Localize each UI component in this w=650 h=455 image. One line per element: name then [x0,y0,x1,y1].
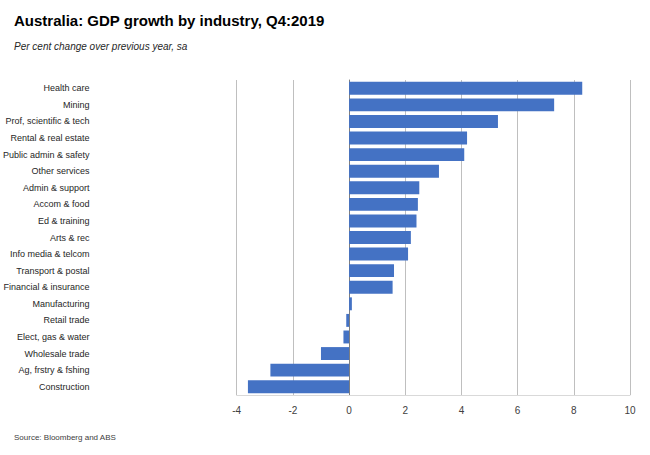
svg-text:4: 4 [459,405,465,416]
svg-text:0: 0 [346,405,352,416]
svg-text:Other services: Other services [32,166,91,176]
svg-text:Australia: GDP growth by indus: Australia: GDP growth by industry, Q4:20… [14,12,324,29]
svg-text:Ag, frstry & fshing: Ag, frstry & fshing [19,365,90,375]
svg-text:2: 2 [402,405,408,416]
svg-text:Admin & support: Admin & support [23,183,90,193]
svg-text:Elect, gas & water: Elect, gas & water [17,332,90,342]
svg-text:10: 10 [624,405,636,416]
svg-text:Ed & training: Ed & training [38,216,90,226]
svg-text:8: 8 [571,405,577,416]
svg-text:6: 6 [515,405,521,416]
svg-text:Prof, scientific & tech: Prof, scientific & tech [5,116,89,126]
svg-text:Source: Bloomberg and ABS: Source: Bloomberg and ABS [14,433,116,442]
svg-text:Arts & rec: Arts & rec [50,233,90,243]
svg-text:Health care: Health care [44,83,90,93]
svg-text:Transport & postal: Transport & postal [16,266,89,276]
svg-text:Rental & real estate: Rental & real estate [10,133,89,143]
svg-text:Construction: Construction [39,382,90,392]
svg-text:-4: -4 [232,405,241,416]
svg-text:Public admin & safety: Public admin & safety [3,150,90,160]
svg-text:Mining: Mining [63,100,90,110]
svg-text:Manufacturing: Manufacturing [32,299,89,309]
svg-text:Financial & insurance: Financial & insurance [3,282,89,292]
svg-text:-2: -2 [288,405,297,416]
svg-text:Info media & telcom: Info media & telcom [10,249,90,259]
svg-text:Per cent change over previous: Per cent change over previous year, sa [14,41,188,52]
svg-text:Accom & food: Accom & food [34,199,90,209]
svg-text:Wholesale trade: Wholesale trade [24,349,89,359]
svg-text:Retail trade: Retail trade [44,315,90,325]
